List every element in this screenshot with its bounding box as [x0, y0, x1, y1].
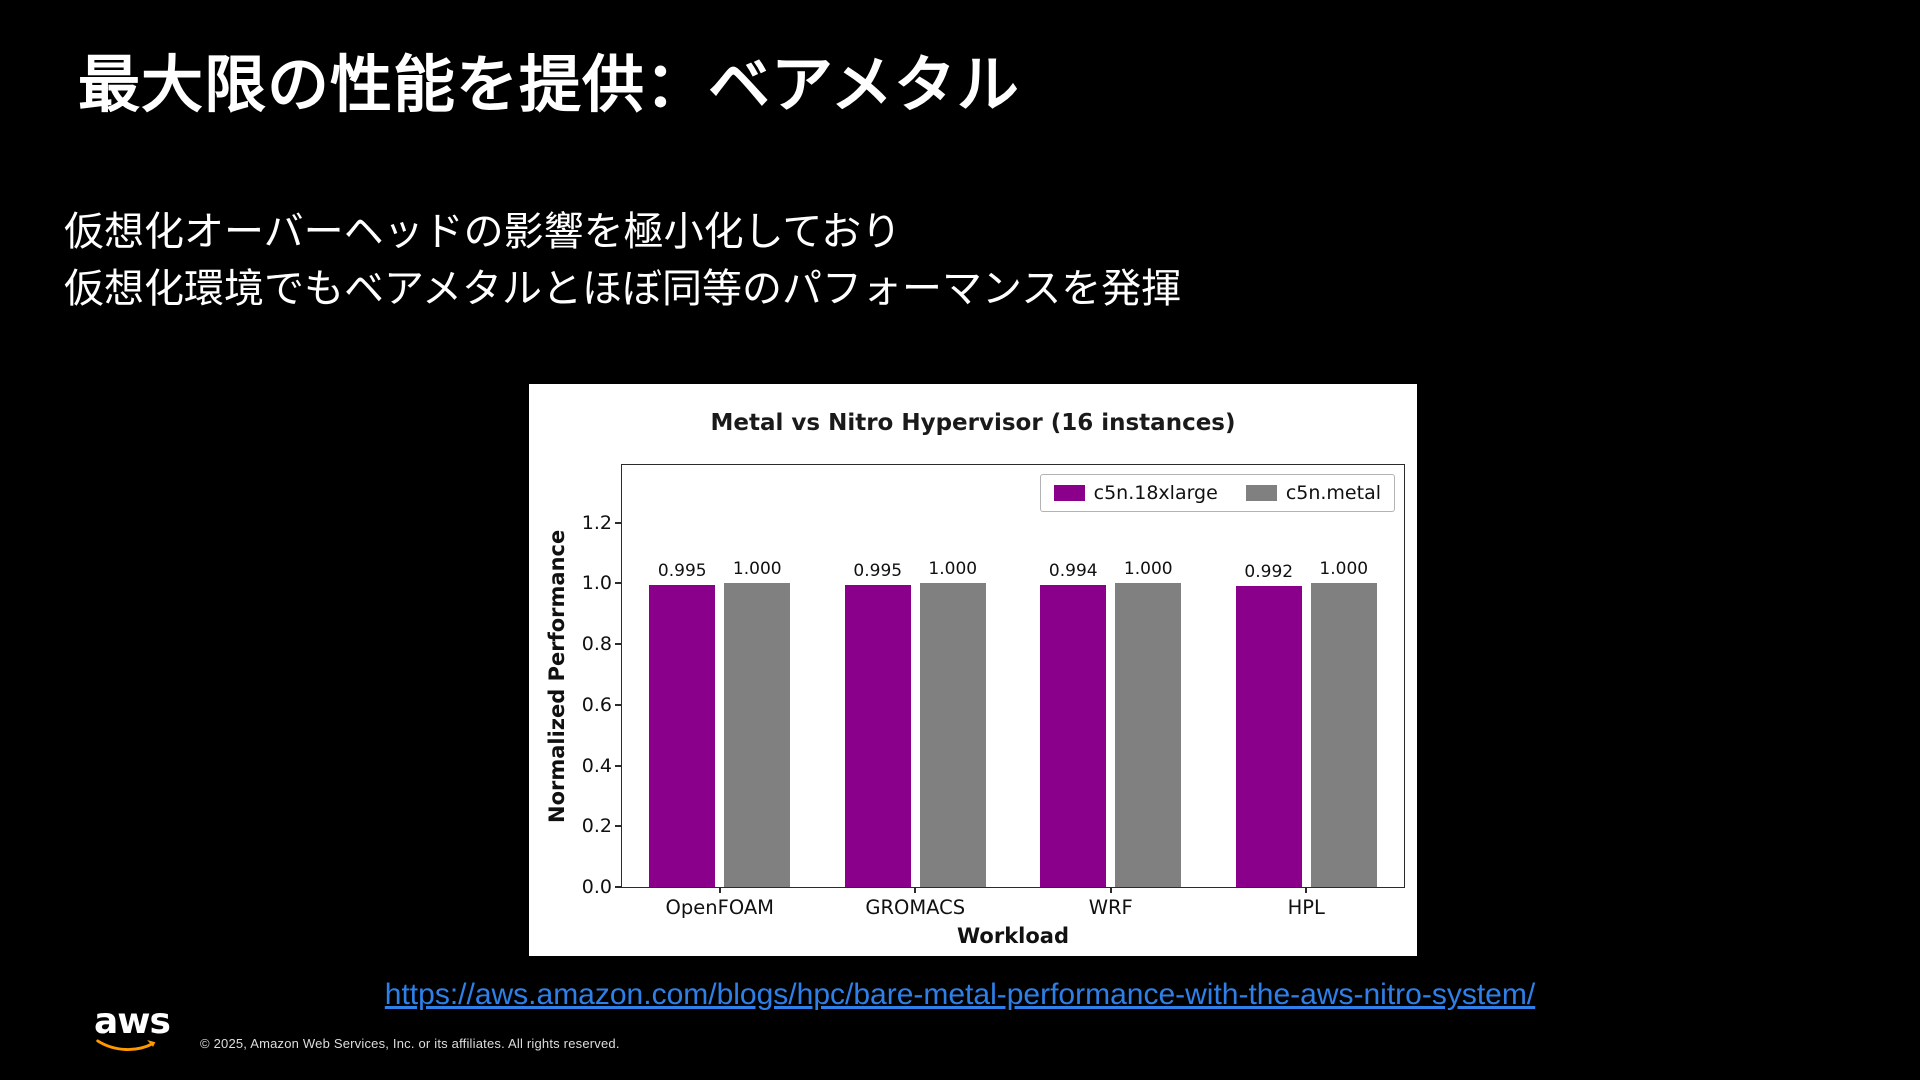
- bar-value-label: 0.995: [657, 560, 707, 581]
- bar-group: 0.995 1.000 GROMACS: [818, 465, 1014, 919]
- bar-column: 1.000: [1115, 465, 1182, 887]
- bar: [844, 584, 911, 887]
- x-tick-label: GROMACS: [865, 896, 966, 919]
- legend-swatch: [1053, 485, 1085, 501]
- plot-area: c5n.18xlarge c5n.metal 0.995 1.000 OpenFOAM…: [582, 464, 1405, 919]
- bar-column: 0.992: [1235, 465, 1302, 887]
- bar-column: 1.000: [919, 465, 986, 887]
- x-tick-mark: [1109, 887, 1112, 893]
- x-tick-mark: [914, 887, 917, 893]
- bar-value-label: 1.000: [1319, 559, 1369, 580]
- body-line-2: 仮想化環境でもベアメタルとほぼ同等のパフォーマンスを発揮: [64, 266, 1182, 311]
- source-link[interactable]: https://aws.amazon.com/blogs/hpc/bare-me…: [384, 978, 1536, 1011]
- y-tick-mark: [615, 643, 622, 646]
- copyright-text: © 2025, Amazon Web Services, Inc. or its…: [200, 1036, 620, 1051]
- x-tick-mark: [718, 887, 721, 893]
- bar-group: 0.995 1.000 OpenFOAM: [622, 465, 818, 919]
- bar-value-label: 0.994: [1048, 561, 1098, 582]
- body-text: 仮想化オーバーヘッドの影響を極小化しており 仮想化環境でもベアメタルとほぼ同等の…: [64, 204, 1181, 318]
- legend-label: c5n.metal: [1285, 482, 1381, 504]
- bar-value-label: 1.000: [1123, 559, 1173, 580]
- y-tick-mark: [615, 764, 622, 767]
- bar: [1115, 583, 1182, 887]
- y-tick-label: 0.8: [581, 633, 612, 656]
- bar-column: 1.000: [724, 465, 791, 887]
- bar-value-label: 1.000: [928, 559, 978, 580]
- aws-logo-text: aws: [94, 1001, 171, 1042]
- bar: [1310, 583, 1377, 887]
- bar: [1040, 585, 1107, 887]
- bar-column: 0.995: [844, 465, 911, 887]
- chart-title: Metal vs Nitro Hypervisor (16 instances): [710, 410, 1236, 436]
- y-tick-label: 1.2: [581, 511, 612, 534]
- x-tick-mark: [1305, 887, 1308, 893]
- x-axis-label: Workload: [957, 924, 1069, 948]
- bar-value-label: 0.995: [853, 560, 903, 581]
- chart-legend: c5n.18xlarge c5n.metal: [1039, 474, 1395, 512]
- y-tick-label: 0.2: [581, 815, 612, 838]
- y-tick-mark: [615, 825, 622, 828]
- bar: [919, 583, 986, 887]
- legend-swatch: [1245, 485, 1277, 501]
- legend-item: c5n.18xlarge: [1053, 482, 1218, 504]
- bar: [1235, 585, 1302, 887]
- bar-group: 0.992 1.000 HPL: [1209, 465, 1405, 919]
- chart-card: Metal vs Nitro Hypervisor (16 instances)…: [529, 384, 1417, 956]
- y-tick-label: 0.0: [581, 876, 612, 898]
- x-tick-label: HPL: [1287, 896, 1325, 919]
- aws-logo: aws: [94, 1001, 171, 1053]
- bar-group: 0.994 1.000 WRF: [1013, 465, 1209, 919]
- aws-smile-icon: [96, 1039, 156, 1051]
- y-axis-label: Normalized Performance: [545, 529, 569, 823]
- source-link-row: https://aws.amazon.com/blogs/hpc/bare-me…: [0, 978, 1920, 1012]
- body-line-1: 仮想化オーバーヘッドの影響を極小化しており: [64, 210, 902, 254]
- bar-column: 0.994: [1040, 465, 1107, 887]
- y-tick-label: 1.0: [581, 572, 612, 595]
- page-title: 最大限の性能を提供：ベアメタル: [78, 51, 1020, 120]
- y-tick-label: 0.4: [581, 754, 612, 777]
- legend-item: c5n.metal: [1245, 482, 1381, 504]
- bars-container: 0.995 1.000 OpenFOAM 0.995 1.000 GROMACS 0.994…: [622, 465, 1405, 919]
- bar: [724, 583, 791, 887]
- bar-value-label: 0.992: [1244, 561, 1294, 582]
- y-tick-mark: [615, 703, 622, 706]
- x-tick-label: WRF: [1088, 896, 1133, 919]
- bar: [649, 584, 716, 887]
- y-tick-label: 0.6: [581, 693, 612, 716]
- legend-label: c5n.18xlarge: [1093, 482, 1218, 504]
- bar-value-label: 1.000: [732, 559, 782, 580]
- y-tick-mark: [615, 521, 622, 524]
- y-tick-mark: [615, 886, 622, 888]
- x-tick-label: OpenFOAM: [665, 896, 774, 919]
- y-tick-mark: [615, 582, 622, 585]
- bar-column: 1.000: [1310, 465, 1377, 887]
- bar-column: 0.995: [649, 465, 716, 887]
